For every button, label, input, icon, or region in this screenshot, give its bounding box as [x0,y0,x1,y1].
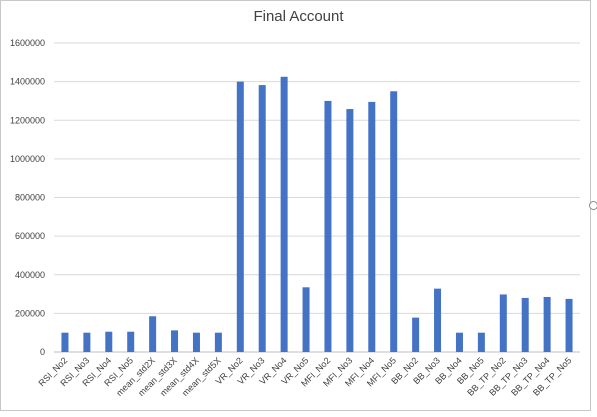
bar-MFI_No5[interactable] [390,91,398,352]
bar-mean_std5X[interactable] [214,332,222,352]
y-axis-tick-labels: 0 200000 400000 600000 800000 1000000 1200000 1… [10,38,45,357]
bar-mean_std3X[interactable] [171,330,179,352]
y-tick-label: 800000 [15,193,45,203]
bar-BB_No3[interactable] [434,288,442,352]
bar-RSI_No4[interactable] [105,331,113,352]
y-tick-label: 1200000 [10,115,45,125]
chart-title: Final Account [253,8,344,25]
bar-mean_std4X[interactable] [192,332,200,352]
bar-BB_TP_No3[interactable] [521,297,529,352]
bar-VR_No2[interactable] [236,81,244,352]
bar-BB_TP_No4[interactable] [543,296,551,352]
y-tick-label: 0 [40,347,45,357]
y-tick-label: 1400000 [10,77,45,87]
bar-BB_No5[interactable] [477,332,485,352]
bar-mean_std2X[interactable] [149,316,157,352]
bar-RSI_No3[interactable] [83,332,91,352]
y-tick-label: 400000 [15,270,45,280]
bar-VR_No3[interactable] [258,85,266,352]
bar-RSI_No5[interactable] [127,331,135,352]
bar-BB_No4[interactable] [455,332,463,352]
y-tick-label: 1000000 [10,154,45,164]
gridlines [54,42,580,353]
bar-BB_TP_No5[interactable] [565,298,573,352]
x-axis-tick-labels: RSI_No2RSI_No3RSI_No4RSI_No5mean_std2Xme… [36,355,573,398]
bar-BB_TP_No2[interactable] [499,294,507,352]
bar-MFI_No3[interactable] [346,109,354,352]
bar-MFI_No4[interactable] [368,101,376,352]
bar-VR_No5[interactable] [302,287,310,352]
bar-BB_No2[interactable] [412,317,420,352]
bars [61,76,573,352]
chart-area[interactable] [0,0,591,411]
y-tick-label: 600000 [15,231,45,241]
bar-VR_No4[interactable] [280,76,288,352]
y-tick-label: 1600000 [10,38,45,48]
chart-resize-handle-right[interactable] [589,201,597,210]
bar-MFI_No2[interactable] [324,100,332,352]
y-tick-label: 200000 [15,308,45,318]
bar-RSI_No2[interactable] [61,332,69,352]
